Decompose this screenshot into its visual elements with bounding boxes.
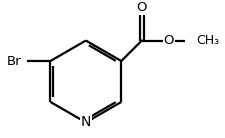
Text: Br: Br <box>7 55 21 67</box>
Text: O: O <box>136 1 146 14</box>
Text: O: O <box>163 34 173 47</box>
Text: N: N <box>80 115 91 129</box>
Text: CH₃: CH₃ <box>196 34 219 47</box>
